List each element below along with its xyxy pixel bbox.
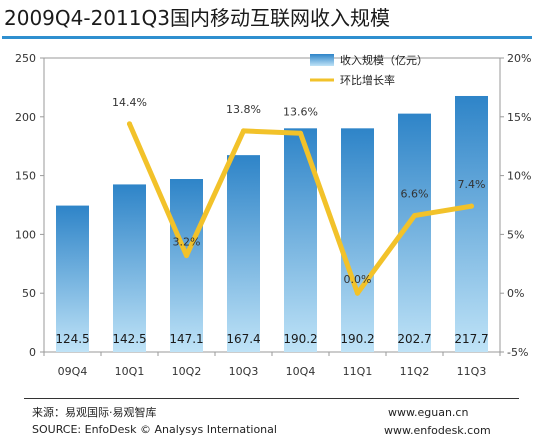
bar-value-label: 147.1 <box>169 332 203 346</box>
bar-revenue <box>341 128 374 352</box>
bar-value-label: 202.7 <box>397 332 431 346</box>
y-right-tick-label: 20% <box>507 52 531 65</box>
growth-rate-label: 6.6% <box>401 188 429 201</box>
y-left-tick-label: 100 <box>15 228 36 241</box>
x-tick-label: 10Q2 <box>172 365 202 378</box>
legend-label-revenue: 收入规模（亿元） <box>340 53 428 67</box>
growth-rate-point <box>241 128 246 134</box>
y-right-tick-label: 10% <box>507 170 531 183</box>
growth-rate-label: 7.4% <box>458 178 486 191</box>
bar-revenue <box>170 179 203 352</box>
legend-swatch-revenue <box>310 54 334 66</box>
bar-revenue <box>455 95 488 352</box>
legend-label-growth: 环比增长率 <box>340 73 395 87</box>
growth-rate-point <box>184 253 189 259</box>
growth-rate-point <box>412 213 417 219</box>
bar-value-label: 190.2 <box>283 332 317 346</box>
chart-title: 2009Q4-2011Q3国内移动互联网收入规模 <box>4 6 390 30</box>
x-tick-label: 11Q1 <box>343 365 373 378</box>
bar-value-label: 124.5 <box>55 332 89 346</box>
bar-value-label: 217.7 <box>454 332 488 346</box>
title-underline <box>2 36 532 39</box>
y-left-tick-label: 250 <box>15 52 36 65</box>
y-right-tick-label: 5% <box>507 228 524 241</box>
bar-revenue <box>113 184 146 352</box>
x-tick-label: 10Q4 <box>286 365 316 378</box>
growth-rate-label: 0.0% <box>344 273 372 286</box>
bar-revenue <box>227 155 260 352</box>
y-right-tick-label: 0% <box>507 287 524 300</box>
growth-rate-point <box>469 203 474 209</box>
x-tick-label: 11Q3 <box>457 365 487 378</box>
y-left-tick-label: 200 <box>15 111 36 124</box>
growth-rate-point <box>127 121 132 127</box>
growth-rate-point <box>298 130 303 136</box>
growth-rate-label: 3.2% <box>173 236 201 249</box>
y-left-tick-label: 0 <box>29 346 36 359</box>
source-cn: 来源：易观国际·易观智库 <box>32 406 157 419</box>
bar-revenue <box>56 205 89 352</box>
bar-value-label: 167.4 <box>226 332 260 346</box>
y-left-tick-label: 50 <box>22 287 36 300</box>
growth-rate-label: 13.6% <box>283 105 318 118</box>
url-eguan[interactable]: www.eguan.cn <box>388 406 469 419</box>
growth-rate-label: 13.8% <box>226 103 261 116</box>
chart-canvas: 0 50 100 150 200 250 -5% 0% 5% 10% 15% 20% 09Q4 10Q1 1… <box>15 52 531 378</box>
x-tick-label: 10Q3 <box>229 365 259 378</box>
growth-rate-point <box>355 290 360 296</box>
source-en: SOURCE: EnfoDesk © Analysys Internationa… <box>32 423 277 436</box>
y-left-tick-label: 150 <box>15 170 36 183</box>
y-right-tick-label: -5% <box>507 346 528 359</box>
x-tick-label: 10Q1 <box>115 365 145 378</box>
bar-value-label: 142.5 <box>112 332 146 346</box>
x-tick-label: 09Q4 <box>58 365 88 378</box>
footer-divider <box>24 398 519 399</box>
growth-rate-label: 14.4% <box>112 96 147 109</box>
url-enfodesk[interactable]: www.enfodesk.com <box>384 424 491 437</box>
bar-value-label: 190.2 <box>340 332 374 346</box>
x-tick-label: 11Q2 <box>400 365 430 378</box>
y-right-tick-label: 15% <box>507 111 531 124</box>
